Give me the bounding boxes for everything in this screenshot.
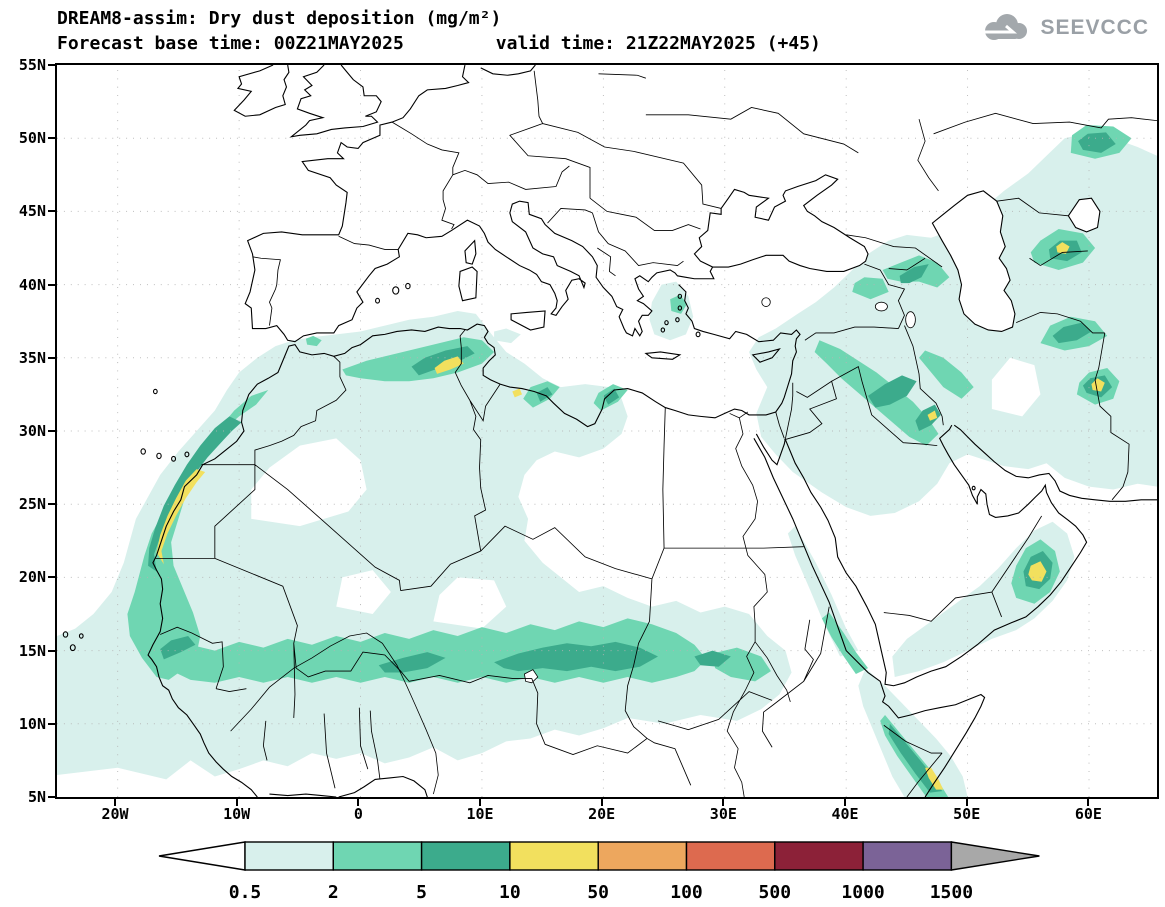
forecast-map-page: DREAM8-assim: Dry dust deposition (mg/m²…: [0, 0, 1165, 907]
lat-tick-mark: [48, 357, 55, 359]
island-corsica: [465, 241, 476, 264]
cloud-icon: [979, 12, 1033, 44]
black-sea: [694, 175, 868, 272]
lon-tick-mark: [357, 799, 359, 806]
island-sicily: [511, 311, 545, 330]
island-bahrain: [972, 486, 975, 490]
map-subtitle: Forecast base time: 00Z21MAY2025 valid ti…: [57, 33, 821, 54]
lat-tick-label: 20N: [19, 568, 46, 586]
lon-tick-label: 50E: [953, 805, 980, 823]
lon-tick-label: 60E: [1075, 805, 1102, 823]
colorbar-label: 100: [670, 882, 703, 903]
lon-tick-label: 20E: [588, 805, 615, 823]
lon-tick-label: 20W: [101, 805, 128, 823]
lon-tick-label: 30E: [710, 805, 737, 823]
dust-fill-redsea-pale: [788, 526, 858, 656]
coastline-ireland: [234, 65, 289, 116]
lat-tick-mark: [48, 430, 55, 432]
forecast-base-time: Forecast base time: 00Z21MAY2025: [57, 33, 404, 54]
lat-tick-label: 15N: [19, 642, 46, 660]
island-madeira: [154, 389, 158, 393]
lat-tick-label: 35N: [19, 349, 46, 367]
lon-tick-label: 10E: [466, 805, 493, 823]
lat-tick-label: 30N: [19, 422, 46, 440]
island-canary-2: [157, 453, 161, 458]
colorbar-segment: [333, 842, 421, 870]
colorbar-segment: [775, 842, 863, 870]
lat-tick-mark: [48, 284, 55, 286]
lat-tick-mark: [48, 503, 55, 505]
lon-tick-label: 40E: [831, 805, 858, 823]
dust-deposition-map: [57, 65, 1157, 797]
coastline-gulf-of-guinea: [269, 777, 427, 797]
colorbar-segment: [422, 842, 510, 870]
colorbar-segment: [598, 842, 686, 870]
island-rhodes: [696, 332, 700, 337]
colorbar-label: 50: [587, 882, 609, 903]
map-title: DREAM8-assim: Dry dust deposition (mg/m²…: [57, 8, 501, 29]
lake-van: [875, 302, 887, 311]
colorbar: 0.5 2 5 10 50 100 500 1000 1500: [55, 836, 1155, 906]
lon-tick-mark: [236, 799, 238, 806]
lat-tick-mark: [48, 64, 55, 66]
colorbar-scale: 0.5 2 5 10 50 100 500 1000 1500: [55, 836, 1155, 906]
colorbar-label: 10: [499, 882, 521, 903]
coastline-baltic: [481, 65, 536, 75]
colorbar-label: 0.5: [229, 882, 262, 903]
colorbar-segment: [687, 842, 775, 870]
lon-tick-mark: [844, 799, 846, 806]
lake-tuz: [762, 298, 770, 307]
island-sardinia: [459, 267, 477, 301]
lat-tick-label: 25N: [19, 495, 46, 513]
lon-tick-mark: [966, 799, 968, 806]
coastline-britain: [291, 65, 381, 137]
colorbar-label: 2: [328, 882, 339, 903]
map-frame: 55N50N45N40N35N30N25N20N15N10N5N20W10W01…: [55, 63, 1159, 799]
lon-tick-mark: [601, 799, 603, 806]
valid-time: valid time: 21Z22MAY2025 (+45): [496, 33, 821, 54]
lake-urmia: [906, 312, 916, 328]
colorbar-label: 500: [759, 882, 792, 903]
colorbar-label: 1000: [841, 882, 884, 903]
lat-tick-mark: [48, 796, 55, 798]
lat-tick-label: 55N: [19, 56, 46, 74]
lat-tick-label: 50N: [19, 129, 46, 147]
island-ibiza: [376, 298, 380, 303]
colorbar-segment: [510, 842, 598, 870]
colorbar-label: 1500: [930, 882, 973, 903]
dust-fill-eritrea-teal: [822, 613, 868, 674]
lat-tick-label: 40N: [19, 276, 46, 294]
lat-tick-label: 10N: [19, 715, 46, 733]
colorbar-segment: [863, 842, 951, 870]
lon-tick-mark: [479, 799, 481, 806]
lat-tick-mark: [48, 576, 55, 578]
colorbar-arrow-right: [951, 842, 1039, 870]
island-canary-1: [141, 449, 145, 454]
lon-tick-label: 10W: [223, 805, 250, 823]
river-nile: [727, 412, 790, 797]
colorbar-arrow-left: [159, 842, 245, 870]
lat-tick-mark: [48, 137, 55, 139]
lon-tick-mark: [722, 799, 724, 806]
coastline-europe: [245, 65, 714, 342]
lat-tick-label: 45N: [19, 202, 46, 220]
lat-tick-label: 5N: [28, 788, 46, 806]
colorbar-label: 5: [416, 882, 427, 903]
dust-fill-sicily-channel-pale: [494, 329, 521, 344]
lat-tick-mark: [48, 650, 55, 652]
lat-tick-mark: [48, 210, 55, 212]
island-majorca: [393, 287, 399, 294]
seevccc-logo: SEEVCCC: [979, 12, 1149, 44]
lon-tick-mark: [114, 799, 116, 806]
colorbar-segment: [245, 842, 333, 870]
logo-text: SEEVCCC: [1040, 16, 1149, 40]
island-minorca: [406, 283, 410, 288]
lon-tick-mark: [1087, 799, 1089, 806]
lon-tick-label: 0: [354, 805, 363, 823]
island-crete: [646, 352, 680, 359]
lat-tick-mark: [48, 723, 55, 725]
